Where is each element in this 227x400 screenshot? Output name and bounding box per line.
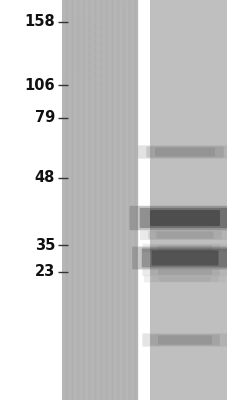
Text: 106: 106: [24, 78, 55, 92]
FancyBboxPatch shape: [129, 206, 227, 230]
FancyBboxPatch shape: [141, 248, 227, 268]
FancyBboxPatch shape: [150, 244, 219, 252]
FancyBboxPatch shape: [139, 208, 227, 228]
FancyBboxPatch shape: [137, 146, 227, 158]
FancyBboxPatch shape: [156, 232, 212, 238]
Bar: [62, 0, 137, 400]
Text: 35: 35: [35, 238, 55, 252]
Text: 79: 79: [35, 110, 55, 126]
FancyBboxPatch shape: [151, 276, 217, 282]
FancyBboxPatch shape: [157, 245, 211, 251]
FancyBboxPatch shape: [139, 230, 227, 240]
FancyBboxPatch shape: [151, 250, 217, 266]
FancyBboxPatch shape: [150, 268, 219, 276]
FancyBboxPatch shape: [148, 231, 221, 239]
FancyBboxPatch shape: [142, 268, 227, 276]
FancyBboxPatch shape: [149, 210, 219, 226]
Bar: [137, 0, 149, 400]
FancyBboxPatch shape: [142, 333, 227, 346]
FancyBboxPatch shape: [150, 334, 219, 346]
FancyBboxPatch shape: [158, 276, 210, 282]
Text: 48: 48: [35, 170, 55, 186]
FancyBboxPatch shape: [131, 246, 227, 270]
FancyBboxPatch shape: [146, 146, 223, 158]
Text: 158: 158: [24, 14, 55, 30]
Text: 23: 23: [35, 264, 55, 280]
FancyBboxPatch shape: [157, 336, 211, 344]
FancyBboxPatch shape: [154, 148, 214, 156]
Bar: [149, 0, 227, 400]
FancyBboxPatch shape: [157, 269, 211, 275]
FancyBboxPatch shape: [143, 276, 225, 282]
FancyBboxPatch shape: [142, 244, 227, 252]
